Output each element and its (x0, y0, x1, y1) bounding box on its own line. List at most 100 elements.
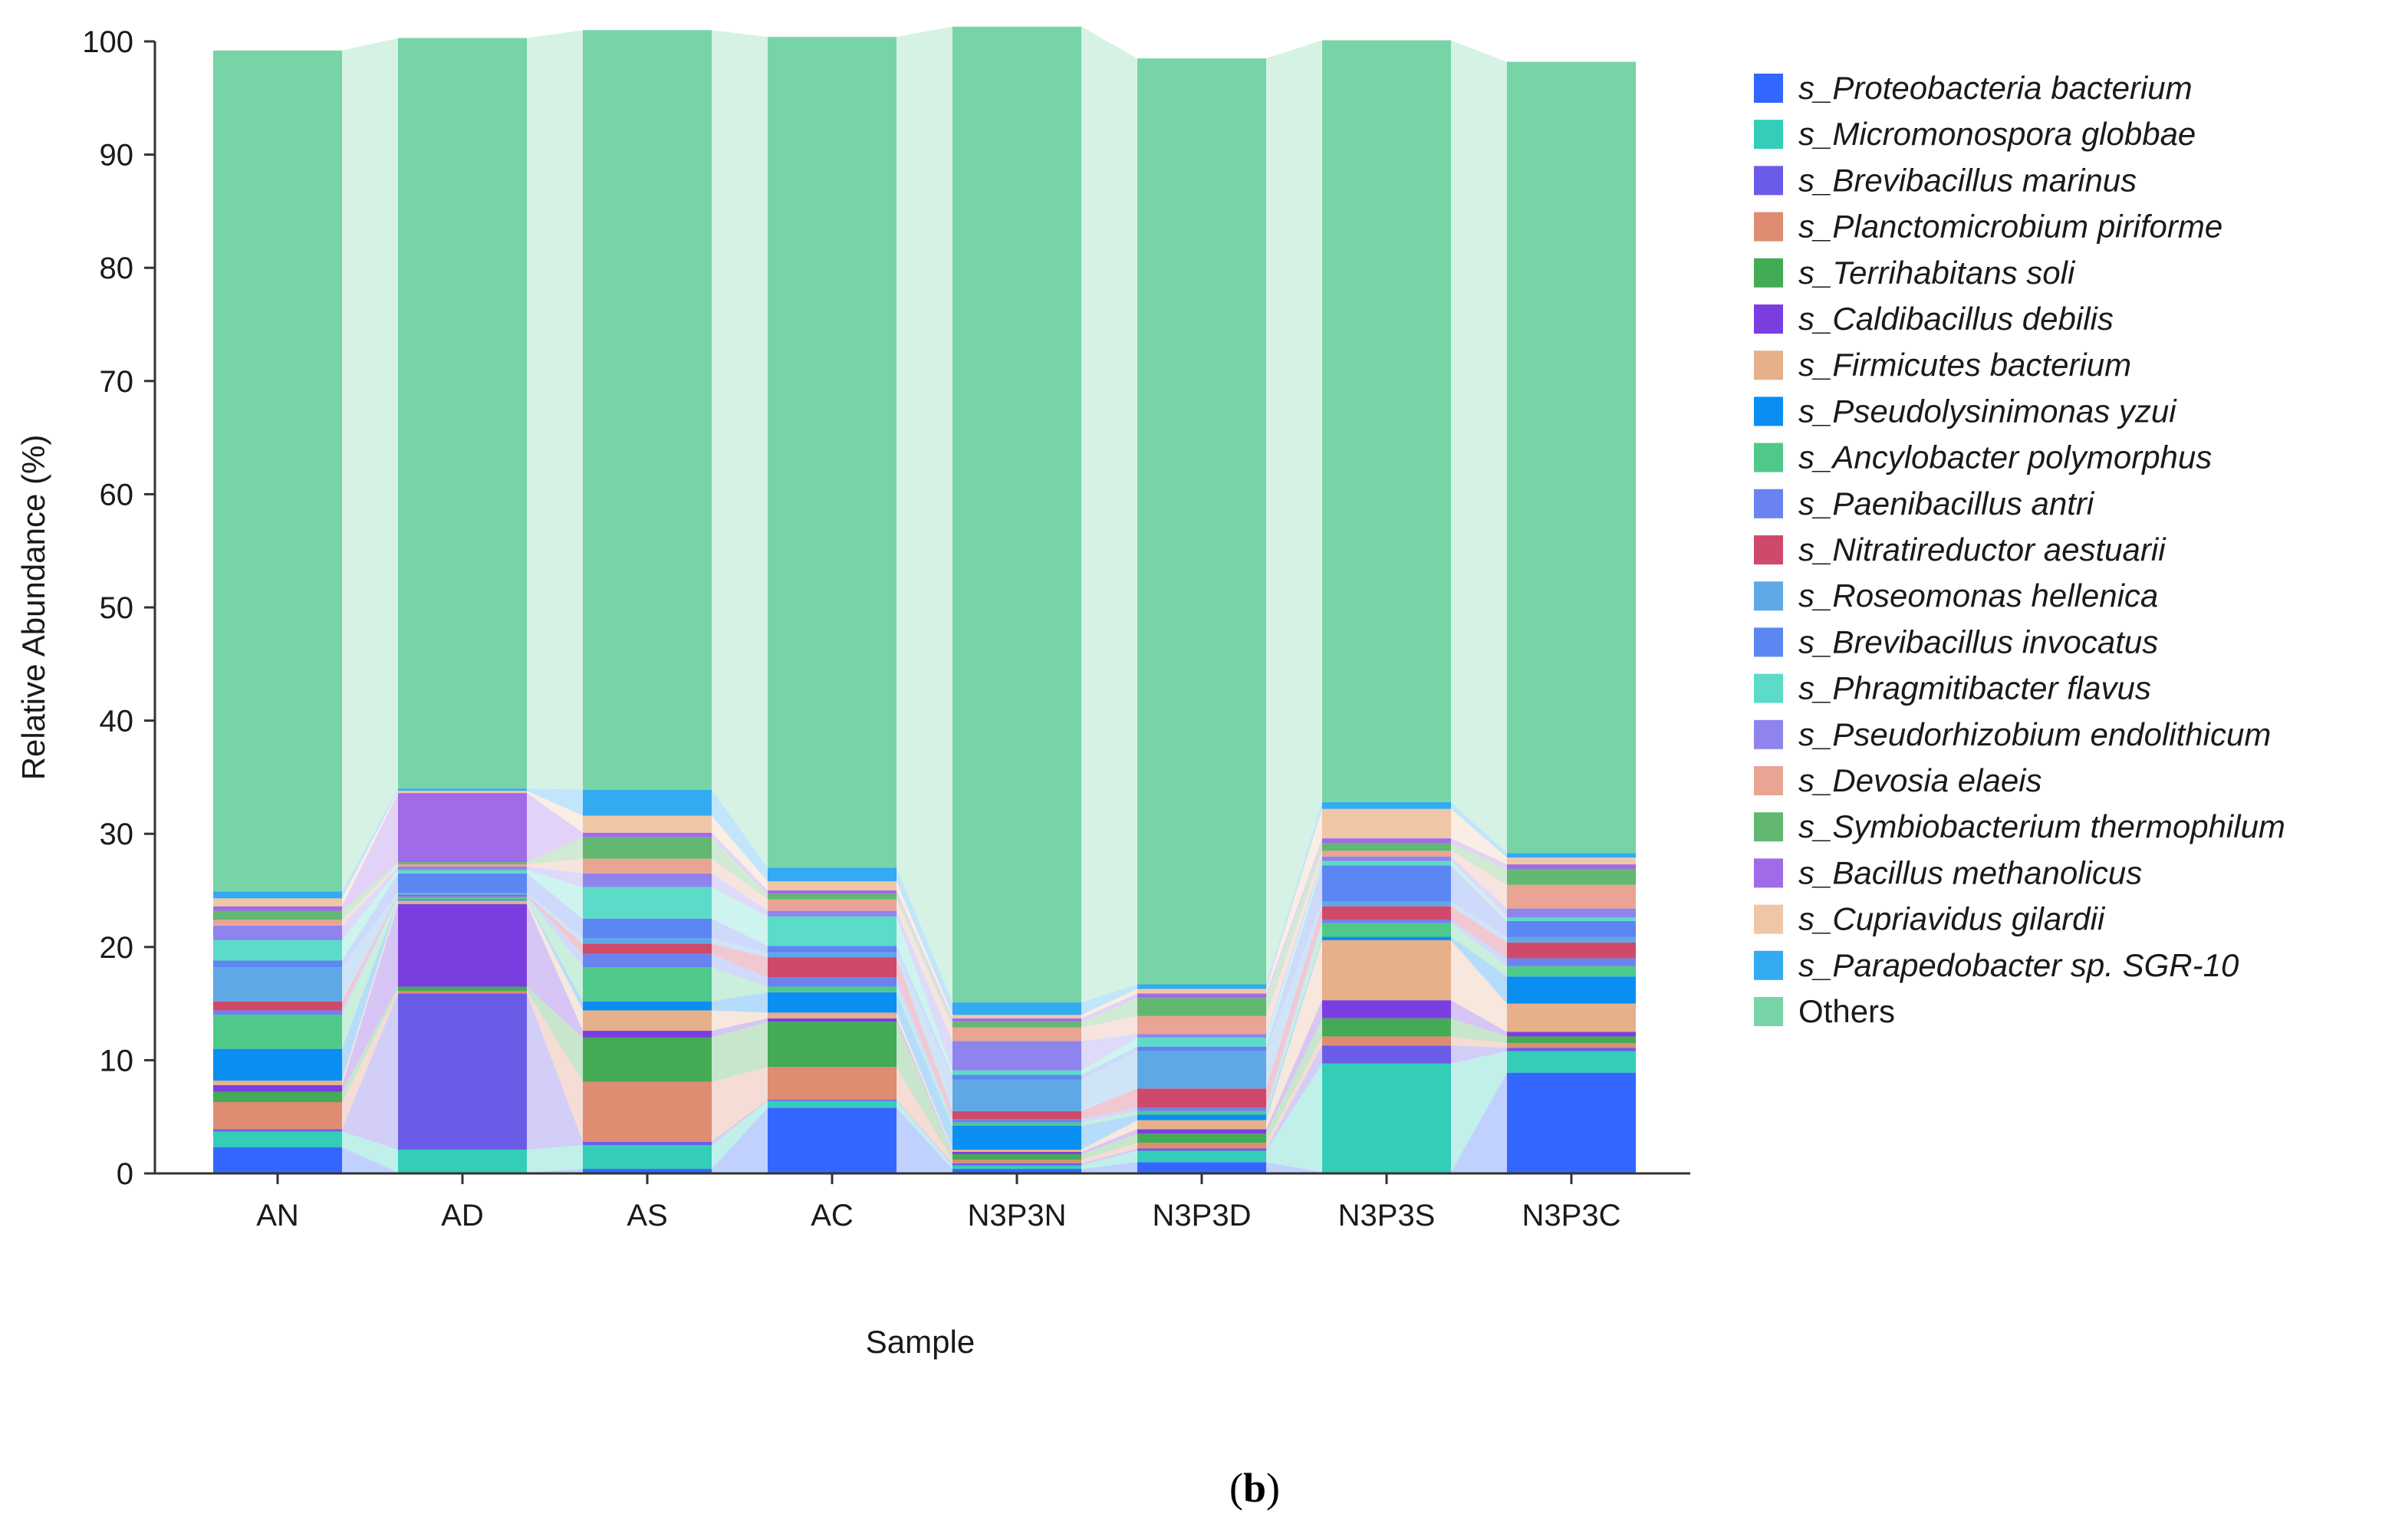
bar-segment (213, 910, 342, 920)
flow-band (1081, 26, 1137, 1003)
legend-label: s_Micromonospora globbae (1798, 116, 2196, 152)
flow-band (1266, 901, 1322, 1089)
bar-segment (398, 864, 527, 867)
flow-band (1081, 1114, 1137, 1150)
bar-segment (213, 898, 342, 907)
legend-label: s_Pseudolysinimonas yzui (1798, 393, 2177, 429)
bar-segment (952, 1027, 1081, 1041)
bar-segment (213, 1084, 342, 1092)
bar-segment (768, 867, 897, 882)
flow-band (1266, 920, 1322, 1111)
flow-band (527, 899, 583, 1011)
flow-band (342, 867, 398, 940)
y-tick-label: 40 (100, 705, 134, 739)
y-tick-label: 20 (100, 931, 134, 965)
flow-band (712, 953, 768, 987)
bar-segment (1137, 1129, 1266, 1134)
bar-segment (213, 1048, 342, 1081)
legend-swatch (1754, 489, 1783, 518)
bar-segment (952, 1163, 1081, 1166)
y-tick-label: 0 (117, 1157, 133, 1191)
legend-swatch (1754, 627, 1783, 657)
bar-segment (213, 1129, 342, 1132)
flow-band (1081, 1120, 1137, 1152)
bar-segment (1137, 1148, 1266, 1151)
bar-segment (1322, 860, 1451, 866)
flow-band (527, 858, 583, 874)
bar-segment (1322, 838, 1451, 844)
flow-band (342, 903, 398, 1092)
bar-segment (1507, 942, 1636, 959)
flow-band (897, 957, 952, 1120)
legend-swatch (1754, 397, 1783, 426)
bar-segment (768, 881, 897, 890)
bar-segment (1137, 1162, 1266, 1173)
bar-segment (1507, 966, 1636, 977)
bar-segment (1507, 1048, 1636, 1051)
flow-band (1266, 1045, 1322, 1151)
y-tick-label: 30 (100, 818, 134, 851)
flow-band (1451, 808, 1507, 865)
legend-swatch (1754, 581, 1783, 611)
bar-segment (213, 1102, 342, 1130)
bar-segment (1507, 976, 1636, 1004)
flow-band (1451, 856, 1507, 918)
flow-band (342, 894, 398, 1011)
flow-band (712, 967, 768, 1002)
bar-segment (583, 1001, 712, 1011)
y-tick-label: 80 (100, 252, 134, 285)
bar-segment (398, 873, 527, 893)
bar-segment (213, 1015, 342, 1049)
flow-band (1451, 860, 1507, 921)
bar-segment (1507, 1036, 1636, 1044)
flow-band (342, 896, 398, 1015)
flow-band (527, 892, 583, 944)
flow-band (342, 892, 398, 1002)
bar-segment (1322, 1045, 1451, 1064)
bar-segment (952, 1074, 1081, 1080)
legend-swatch (1754, 904, 1783, 934)
bar-segment (952, 1015, 1081, 1018)
x-tick-label: N3P3C (1522, 1199, 1621, 1232)
flow-band (712, 30, 768, 868)
bar-segment (1137, 984, 1266, 989)
bar-segment (952, 26, 1081, 1003)
bar-segment (952, 1111, 1081, 1120)
flow-band (897, 992, 952, 1150)
bar-segment (1507, 853, 1636, 858)
flow-band (712, 918, 768, 953)
legend-swatch (1754, 74, 1783, 103)
flow-band (1451, 851, 1507, 909)
flow-band (712, 1100, 768, 1146)
legend-label: s_Cupriavidus gilardii (1798, 901, 2106, 937)
flow-band (1451, 838, 1507, 869)
legend-swatch (1754, 950, 1783, 980)
bar-segment (1137, 1015, 1266, 1035)
flow-band (1266, 1000, 1322, 1134)
flow-band (1081, 1134, 1137, 1160)
legend-label: s_Phragmitibacter flavus (1798, 670, 2151, 706)
bar-segment (1507, 908, 1636, 918)
bar-segment (768, 890, 897, 894)
bar-segment (1322, 40, 1451, 802)
bar-segment (1322, 939, 1451, 1001)
flow-band (1451, 40, 1507, 854)
bar-segment (952, 1169, 1081, 1173)
bar-segment (768, 916, 897, 946)
bar-segment (952, 1150, 1081, 1152)
legend-label: s_Bacillus methanolicus (1798, 854, 2142, 890)
flow-band (712, 789, 768, 882)
x-axis-title: Sample (866, 1324, 975, 1360)
legend-swatch (1754, 258, 1783, 288)
bar-segment (1507, 936, 1636, 943)
x-tick-label: N3P3S (1338, 1199, 1436, 1232)
flow-band (527, 788, 583, 816)
bar-segment (1137, 1034, 1266, 1038)
flow-band (1081, 1150, 1137, 1170)
bar-segment (952, 1126, 1081, 1150)
flow-band (1081, 1111, 1137, 1127)
legend-label: s_Ancylobacter polymorphus (1798, 439, 2212, 475)
x-tick-label: N3P3D (1153, 1199, 1252, 1232)
bar-segment (1137, 993, 1266, 999)
flow-band (1451, 1072, 1507, 1173)
